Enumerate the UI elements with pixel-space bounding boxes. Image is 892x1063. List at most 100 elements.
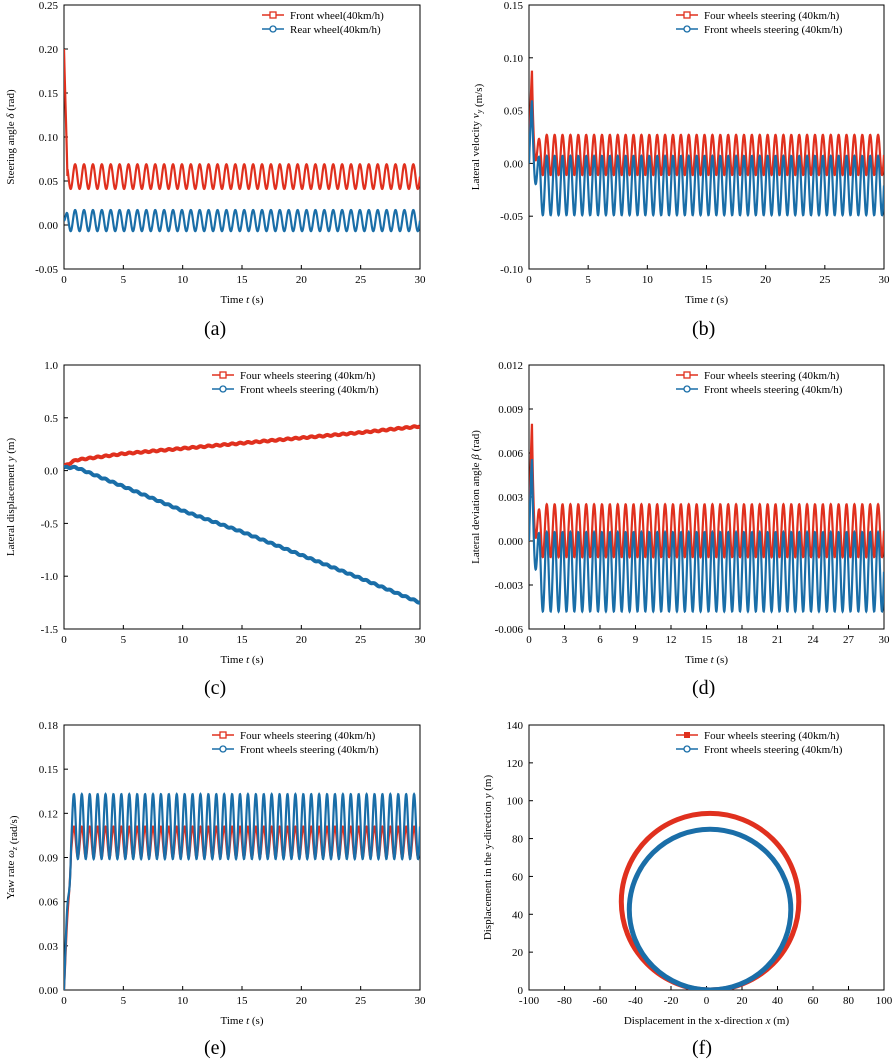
x-tick-label: 10 bbox=[177, 634, 189, 646]
legend-marker bbox=[683, 745, 691, 753]
y-tick-label: 140 bbox=[507, 720, 524, 732]
y-tick-label: -1.5 bbox=[41, 624, 59, 636]
x-tick-label: 25 bbox=[355, 995, 367, 1007]
x-tick-label: 25 bbox=[819, 274, 831, 286]
legend-label: Four wheels steering (40km/h) bbox=[240, 730, 376, 742]
legend-marker bbox=[683, 11, 691, 19]
caption-a: (a) bbox=[204, 318, 227, 340]
y-axis-label: Lateral deviation angle β (rad) bbox=[470, 430, 482, 564]
x-tick-label: 5 bbox=[121, 995, 127, 1007]
y-tick-label: 0.00 bbox=[39, 220, 59, 232]
y-tick-label: 0.006 bbox=[498, 448, 523, 460]
chart-panel-1: 0 5 10 15 20 25 30 -0.10 -0.05 0.00 0.05 0.10 0.15 Ti… bbox=[470, 0, 890, 306]
x-tick-label: 30 bbox=[415, 995, 427, 1007]
series-line-0 bbox=[64, 424, 420, 468]
y-tick-label: 0.03 bbox=[39, 941, 59, 953]
legend-marker bbox=[269, 11, 277, 19]
x-tick-label: -20 bbox=[664, 995, 679, 1007]
x-axis-label: Displacement in the x-direction x (m) bbox=[624, 1015, 790, 1027]
x-tick-label: 18 bbox=[737, 634, 749, 646]
legend-marker bbox=[219, 385, 227, 393]
caption-d: (d) bbox=[692, 677, 716, 699]
x-tick-label: 15 bbox=[237, 274, 249, 286]
legend-label: Front wheels steering (40km/h) bbox=[240, 744, 379, 756]
y-tick-label: -0.10 bbox=[500, 264, 523, 276]
legend-label: Front wheels steering (40km/h) bbox=[704, 744, 843, 756]
x-axis-label: Time t (s) bbox=[221, 654, 264, 666]
x-tick-label: 5 bbox=[121, 274, 127, 286]
series-line-1 bbox=[64, 464, 420, 605]
x-tick-label: 20 bbox=[296, 634, 308, 646]
legend-label: Rear wheel(40km/h) bbox=[290, 24, 381, 36]
x-tick-label: 10 bbox=[642, 274, 654, 286]
legend-label: Four wheels steering (40km/h) bbox=[240, 370, 376, 382]
chart-panel-5: -100 -80 -60 -40 -20 0 20 40 60 80 100 0 20 40 60 80 100… bbox=[482, 720, 892, 1027]
x-tick-label: 15 bbox=[237, 634, 249, 646]
series-group bbox=[64, 792, 420, 990]
y-tick-label: 0.10 bbox=[504, 53, 524, 65]
x-tick-label: 30 bbox=[879, 634, 891, 646]
series-group bbox=[529, 423, 884, 614]
x-tick-label: 20 bbox=[760, 274, 772, 286]
x-tick-label: 15 bbox=[237, 995, 249, 1007]
x-tick-label: 0 bbox=[526, 634, 532, 646]
series-line-0 bbox=[64, 48, 420, 191]
y-tick-label: 0.15 bbox=[39, 764, 59, 776]
y-axis-label: Lateral velocity vy (m/s) bbox=[470, 83, 485, 190]
series-group bbox=[618, 810, 802, 990]
legend-marker bbox=[684, 732, 690, 738]
y-tick-label: 1.0 bbox=[44, 360, 58, 372]
chart-panel-3: 0 3 6 9 12 15 18 21 24 27 30 -0.006 -0.003 0.000 0.003… bbox=[470, 360, 890, 666]
chart-panel-4: 0 5 10 15 20 25 30 0.00 0.03 0.06 0.09 0.12 0.15 0.18… bbox=[5, 720, 426, 1027]
series-group bbox=[64, 424, 420, 605]
legend-label: Front wheels steering (40km/h) bbox=[704, 384, 843, 396]
x-tick-label: 30 bbox=[879, 274, 891, 286]
x-tick-label: 27 bbox=[843, 634, 855, 646]
y-tick-label: 0.06 bbox=[39, 897, 59, 909]
x-axis-label: Time t (s) bbox=[221, 294, 264, 306]
y-tick-label: 0.000 bbox=[498, 536, 523, 548]
series-line-0 bbox=[618, 810, 802, 990]
y-axis-label: Displacement in the y-direction y (m) bbox=[482, 775, 494, 941]
series-line-0 bbox=[529, 423, 884, 559]
legend-label: Four wheels steering (40km/h) bbox=[704, 10, 840, 22]
series-line-1 bbox=[64, 792, 420, 990]
x-tick-label: -100 bbox=[519, 995, 540, 1007]
x-axis-label: Time t (s) bbox=[685, 294, 728, 306]
y-tick-label: 0.5 bbox=[44, 413, 58, 425]
plot-frame bbox=[63, 4, 421, 270]
legend-marker bbox=[219, 371, 227, 379]
legend-marker bbox=[683, 371, 691, 379]
y-tick-label: 80 bbox=[512, 834, 524, 846]
y-tick-label: 0.25 bbox=[39, 0, 59, 12]
x-tick-label: 5 bbox=[121, 634, 127, 646]
x-tick-label: -40 bbox=[628, 995, 643, 1007]
x-tick-label: 100 bbox=[876, 995, 892, 1007]
y-axis-label: Steering angle δ (rad) bbox=[5, 89, 17, 185]
y-tick-label: 0.09 bbox=[39, 853, 59, 865]
legend-label: Four wheels steering (40km/h) bbox=[704, 370, 840, 382]
legend-marker bbox=[219, 731, 227, 739]
plot-frame bbox=[63, 364, 421, 630]
x-tick-label: 80 bbox=[843, 995, 855, 1007]
x-tick-label: 30 bbox=[415, 274, 427, 286]
x-tick-label: 10 bbox=[177, 995, 189, 1007]
y-tick-label: 0.15 bbox=[504, 0, 524, 12]
x-tick-label: 15 bbox=[701, 634, 713, 646]
y-tick-label: 0.0 bbox=[44, 466, 58, 478]
x-tick-label: 6 bbox=[597, 634, 603, 646]
y-tick-label: 0.05 bbox=[504, 106, 524, 118]
y-tick-label: 0.012 bbox=[498, 360, 523, 372]
series-line-1 bbox=[529, 100, 884, 218]
x-tick-label: 15 bbox=[701, 274, 713, 286]
x-tick-label: 10 bbox=[177, 274, 189, 286]
x-tick-label: 0 bbox=[526, 274, 532, 286]
series-line-0 bbox=[529, 70, 884, 177]
y-tick-label: -0.05 bbox=[500, 211, 523, 223]
series-line-1 bbox=[529, 459, 884, 614]
y-tick-label: -0.5 bbox=[41, 518, 59, 530]
y-tick-label: 0.009 bbox=[498, 404, 523, 416]
x-tick-label: 0 bbox=[61, 634, 67, 646]
y-tick-label: 100 bbox=[507, 796, 524, 808]
legend-label: Front wheel(40km/h) bbox=[290, 10, 384, 22]
